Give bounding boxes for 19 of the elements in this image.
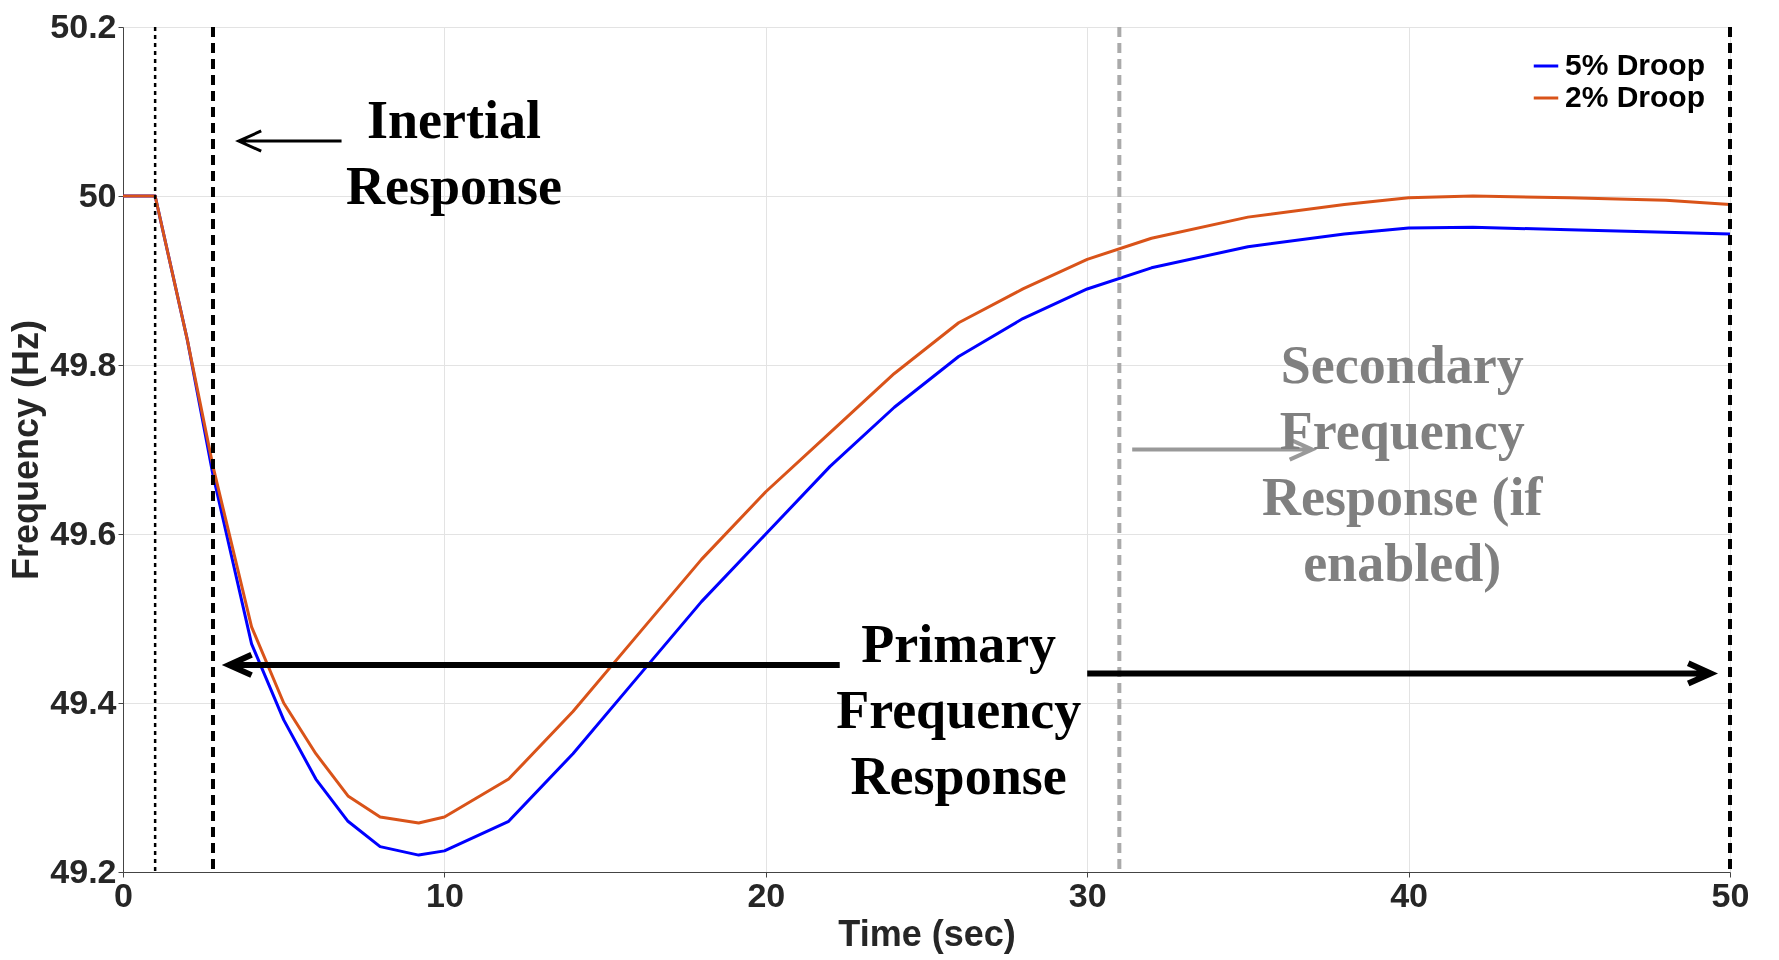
y-axis-title: Frequency (Hz) — [5, 319, 47, 581]
annotation: Inertial Response — [346, 89, 563, 216]
x-axis-title: Time (sec) — [838, 912, 1016, 954]
y-tick-label: 49.2 — [50, 851, 117, 890]
annotation: Secondary Frequency Response (if enabled) — [1261, 334, 1544, 593]
x-tick-label: 40 — [1390, 875, 1429, 914]
x-tick-label: 30 — [1068, 875, 1107, 914]
y-tick-label: 50 — [78, 175, 117, 214]
x-tick-label: 10 — [425, 875, 464, 914]
y-tick-label: 49.4 — [50, 682, 117, 721]
legend-label: 5% Droop — [1565, 48, 1706, 81]
y-tick-label: 50.2 — [50, 6, 117, 45]
x-tick-label: 20 — [747, 875, 786, 914]
y-tick-label: 49.8 — [50, 344, 117, 383]
x-tick-label: 50 — [1711, 875, 1750, 914]
legend-label: 2% Droop — [1565, 80, 1706, 113]
annotation: Primary Frequency Response — [836, 613, 1082, 806]
x-tick-label: 0 — [114, 875, 133, 914]
y-tick-label: 49.6 — [50, 513, 117, 552]
